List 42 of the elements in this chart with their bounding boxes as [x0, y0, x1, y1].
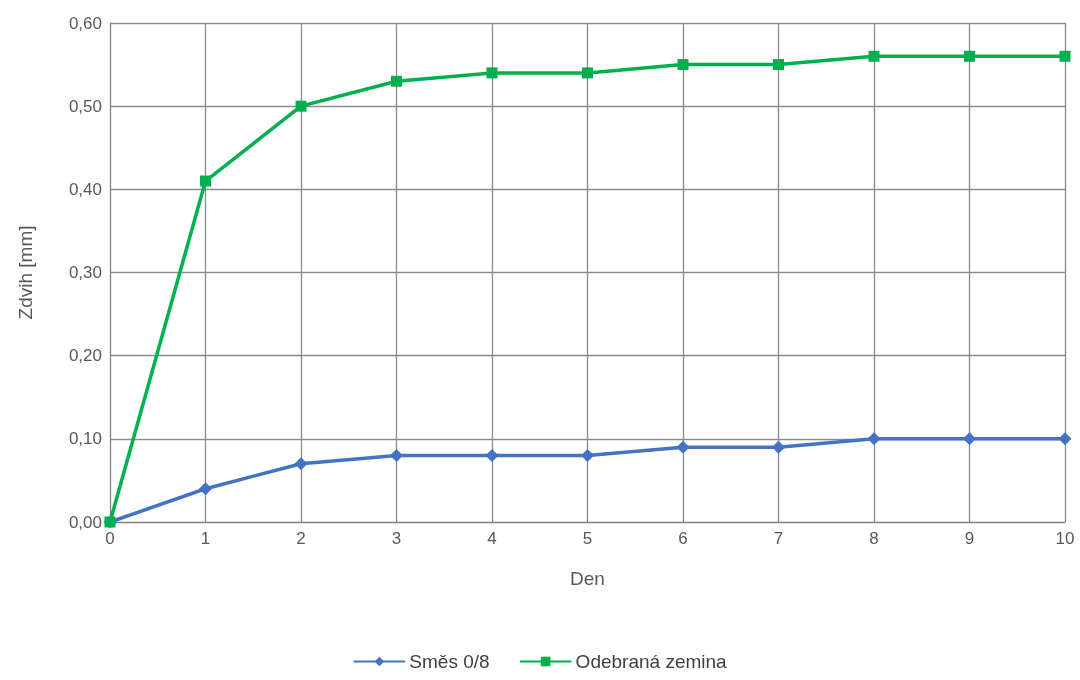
x-tick-label: 7 — [773, 529, 784, 548]
point — [199, 482, 212, 496]
y-tick-label: 0,20 — [68, 346, 102, 366]
x-tick-label: 1 — [200, 529, 211, 548]
point — [295, 100, 307, 112]
point — [391, 75, 402, 87]
point — [485, 448, 499, 462]
x-tick-label: 5 — [582, 529, 593, 548]
point — [1058, 432, 1072, 446]
point — [200, 175, 211, 187]
x-tick-label: 8 — [869, 529, 879, 548]
x-tick-label: 0 — [105, 529, 115, 548]
point — [582, 67, 593, 79]
point — [486, 67, 498, 79]
x-tick-label: 6 — [678, 529, 688, 548]
point — [773, 59, 784, 71]
x-tick-label: 2 — [296, 529, 306, 548]
y-tick-label: 0,60 — [68, 13, 102, 33]
x-tick-label: 9 — [964, 529, 975, 548]
point — [867, 432, 881, 446]
x-tick-label: 4 — [487, 529, 497, 548]
y-tick-label: 0,30 — [68, 263, 102, 282]
point — [390, 448, 403, 462]
y-axis-title: Zdvih [mm] — [15, 225, 36, 320]
point — [868, 50, 880, 62]
point — [581, 448, 594, 462]
point — [963, 432, 976, 446]
y-tick-label: 0,10 — [68, 429, 102, 449]
point — [676, 440, 690, 454]
point — [772, 440, 785, 454]
y-tick-label: 0,40 — [68, 179, 102, 199]
x-tick-label: 3 — [391, 529, 402, 548]
x-tick-label: 10 — [1055, 529, 1075, 548]
point — [964, 50, 975, 62]
legend-label: Směs 0/8 — [409, 651, 490, 672]
legend-label: Odebraná zemina — [575, 651, 728, 672]
point — [294, 457, 308, 471]
point — [677, 59, 689, 71]
x-axis-title: Den — [570, 568, 605, 589]
y-tick-label: 0,50 — [68, 96, 102, 116]
y-tick-label: 0,00 — [68, 512, 102, 532]
point — [1059, 50, 1071, 62]
